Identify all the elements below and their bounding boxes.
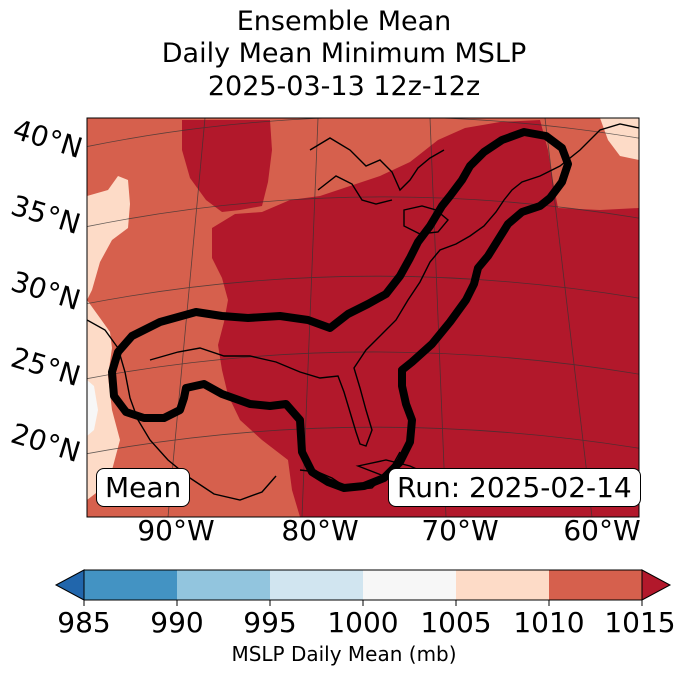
field-1005-1010-northeast [600, 118, 639, 160]
colorbar-tick-1015: 1015 [604, 606, 676, 639]
lon-label-60: 60°W [563, 514, 641, 547]
colorbar-extend-high [641, 569, 672, 601]
colorbar-1005-1010 [456, 570, 549, 600]
lon-label-80: 80°W [281, 514, 359, 547]
colorbar-1010-1015 [549, 570, 642, 600]
colorbar-tick-1000: 1000 [327, 606, 399, 639]
field-below-1005 [87, 380, 98, 436]
run-label: Run: 2025-02-14 [388, 468, 641, 507]
colorbar-extend-low [54, 569, 85, 601]
field-above-1015 [212, 120, 639, 517]
colorbar-tick-995: 995 [243, 606, 297, 639]
colorbar-995-1000 [270, 570, 363, 600]
title-line-3: 2025-03-13 12z-12z [207, 71, 481, 102]
colorbar [54, 569, 672, 606]
colorbar-1000-1005 [363, 570, 456, 600]
title-line-1: Ensemble Mean [236, 6, 452, 37]
colorbar-tick-990: 990 [150, 606, 204, 639]
lon-label-90: 90°W [137, 514, 215, 547]
mean-label: Mean [96, 468, 191, 507]
colorbar-tick-1010: 1010 [513, 606, 585, 639]
field-above-1015-north [182, 120, 272, 212]
lon-label-70: 70°W [421, 514, 499, 547]
field-1005-1010-west [87, 176, 130, 300]
colorbar-985-990 [84, 570, 177, 600]
colorbar-tick-985: 985 [57, 606, 111, 639]
contour-line [108, 128, 572, 492]
colorbar-990-995 [177, 570, 270, 600]
field-1005-1010-southwest [87, 300, 120, 500]
colorbar-label: MSLP Daily Mean (mb) [231, 642, 457, 666]
title-line-2: Daily Mean Minimum MSLP [161, 38, 527, 69]
colorbar-tick-1005: 1005 [420, 606, 492, 639]
